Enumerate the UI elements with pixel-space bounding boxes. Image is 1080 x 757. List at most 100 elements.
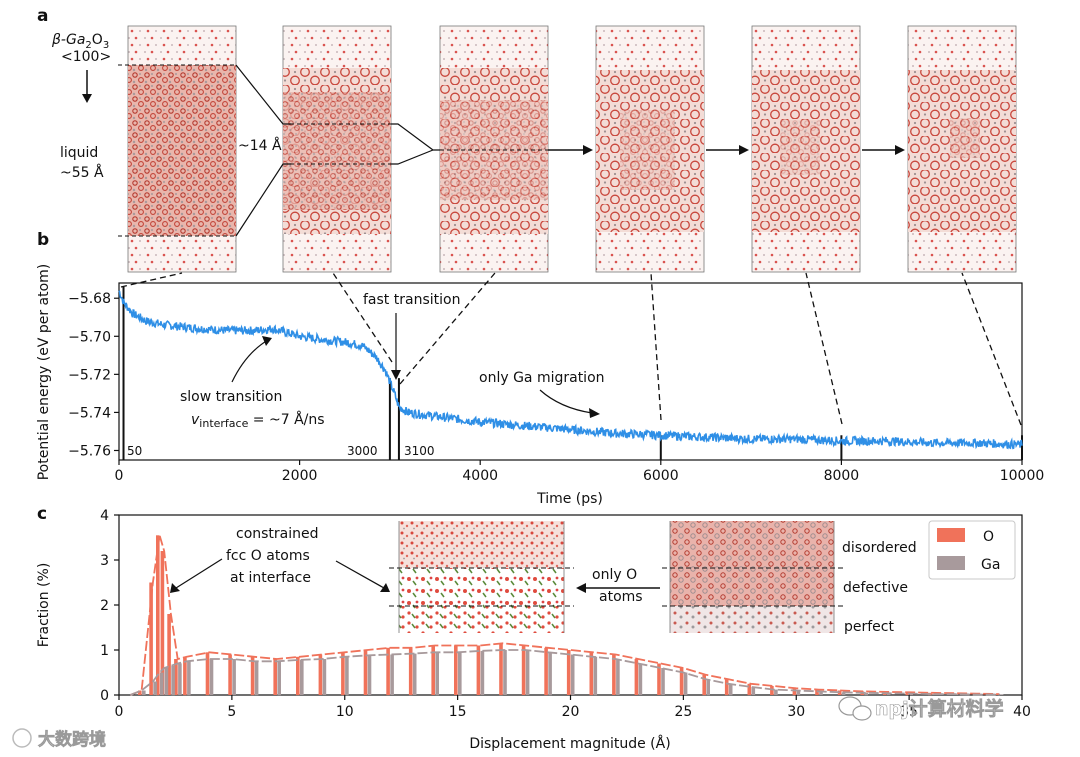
crystal-label-main: β-Ga — [51, 32, 85, 48]
bar-o — [476, 645, 481, 695]
snapshot-6 — [907, 25, 1017, 273]
energy-line — [118, 290, 1023, 450]
bar-o — [521, 645, 526, 695]
bar-o — [167, 614, 171, 695]
velocity-sub: interface — [199, 417, 248, 430]
bar-o — [702, 674, 706, 696]
only-o-label-line1: only O — [592, 567, 637, 583]
fast-arrow-head — [391, 370, 401, 380]
panel-c: c 0 5 10 15 20 25 30 35 40 0 1 2 3 4 constrained fcc … — [37, 504, 1031, 720]
layer-disordered: disordered — [842, 540, 917, 556]
plot-c-ytick-label: 3 — [100, 553, 109, 569]
bar-ga — [525, 650, 530, 695]
layer-perfect: perfect — [844, 619, 894, 635]
bar-o — [566, 650, 571, 695]
crystal-sub-2: 3 — [103, 40, 109, 51]
only-o-label-line2: atoms — [599, 589, 643, 605]
bar-ga — [277, 661, 281, 696]
zoom-line-1b — [235, 163, 291, 237]
snapshot-4 — [595, 25, 705, 273]
bar-o — [747, 683, 752, 696]
bar-o — [296, 656, 300, 696]
snapshot-1 — [118, 25, 237, 273]
plot-c-ytick-label: 2 — [100, 598, 109, 614]
bar-o — [205, 652, 210, 696]
legend-swatch-ga — [937, 556, 965, 570]
panel-b-letter: b — [37, 230, 49, 250]
bar-o — [174, 659, 178, 695]
bar-ga — [999, 694, 1004, 695]
bar-o — [589, 652, 594, 696]
fcc-label-line2: fcc O atoms — [226, 548, 310, 564]
fcc-arrow-right-head — [380, 583, 390, 592]
plot-b-xtick-label: 8000 — [824, 468, 860, 484]
plot-b-xtick-label: 2000 — [282, 468, 318, 484]
plot-c-xtick-label: 15 — [449, 704, 467, 720]
ga-arrow — [539, 389, 593, 414]
plot-b-frame — [118, 282, 1023, 461]
fcc-arrow-left — [175, 558, 223, 589]
bar-ga — [232, 659, 236, 695]
bar-o — [160, 551, 165, 695]
bar-o — [431, 645, 435, 695]
crystal-label: β-Ga2O3 — [51, 32, 109, 51]
bar-o — [657, 663, 661, 695]
plot-c-xtick-label: 0 — [115, 704, 124, 720]
bar-ga — [171, 665, 175, 696]
fast-transition-label: fast transition — [363, 292, 460, 308]
bar-o — [408, 647, 413, 696]
bar-ga — [209, 659, 214, 695]
snapshot-3 — [439, 25, 549, 273]
panel-a: a β-Ga2O3 <100> liquid ~55 Å ~14 Å — [37, 6, 1017, 273]
layer-defective: defective — [843, 580, 908, 596]
bar-ga — [480, 650, 485, 695]
bar-ga — [638, 663, 643, 695]
bar-ga — [751, 686, 756, 695]
bar-ga — [503, 650, 507, 695]
legend-swatch-o — [937, 528, 965, 542]
bar-o — [149, 582, 153, 695]
velocity-value: = ~7 Å/ns — [248, 411, 324, 428]
bar-o — [905, 692, 910, 695]
slow-transition-label: slow transition — [180, 389, 282, 405]
slow-arrow-head — [262, 336, 272, 346]
plot-c-xtick-label: 40 — [1013, 704, 1031, 720]
plot-c-ylabel: Fraction (%) — [36, 563, 52, 648]
ga-migration-label: only Ga migration — [479, 370, 605, 386]
zoom-line-1a — [235, 64, 291, 125]
bar-ga — [435, 652, 439, 696]
plot-c-axes: 0 5 10 15 20 25 30 35 40 0 1 2 3 4 — [100, 508, 1031, 720]
fcc-arrow-left-head — [170, 583, 180, 593]
direction-label: <100> — [61, 49, 111, 65]
bar-ga — [616, 659, 620, 695]
series-o-curve — [129, 535, 1000, 696]
bar-ga — [345, 656, 349, 696]
marker-label-50: 50 — [127, 444, 142, 458]
bar-ga — [160, 672, 164, 695]
legend-label-ga: Ga — [981, 557, 1000, 573]
plot-b-ytick-label: −5.74 — [68, 405, 111, 421]
plot-c-xlabel: Displacement magnitude (Å) — [469, 735, 670, 752]
plot-b-xlabel: Time (ps) — [536, 491, 603, 507]
bar-o — [228, 654, 232, 695]
bar-o — [156, 535, 160, 696]
snapshot-2 — [282, 25, 398, 273]
crystal-sub-1: 2 — [85, 40, 91, 51]
bar-ga — [706, 679, 710, 696]
plot-b-xtick-label: 4000 — [462, 468, 498, 484]
series-ga-curve — [129, 649, 1000, 696]
zoom-line-2a — [391, 123, 440, 151]
plot-c-ytick-label: 4 — [100, 508, 109, 524]
bar-o — [634, 659, 639, 695]
fcc-label-line3: at interface — [230, 570, 311, 586]
bar-ga — [796, 690, 801, 695]
legend-label-o: O — [983, 529, 994, 545]
bar-ga — [153, 681, 157, 695]
plot-b-xtick-label: 0 — [115, 468, 124, 484]
bar-ga — [841, 692, 846, 695]
watermark-right-text: npj计算材料学 — [875, 697, 1004, 720]
bar-ga — [728, 683, 733, 696]
bar-o — [815, 689, 819, 695]
marker-label-3000: 3000 — [347, 444, 378, 458]
